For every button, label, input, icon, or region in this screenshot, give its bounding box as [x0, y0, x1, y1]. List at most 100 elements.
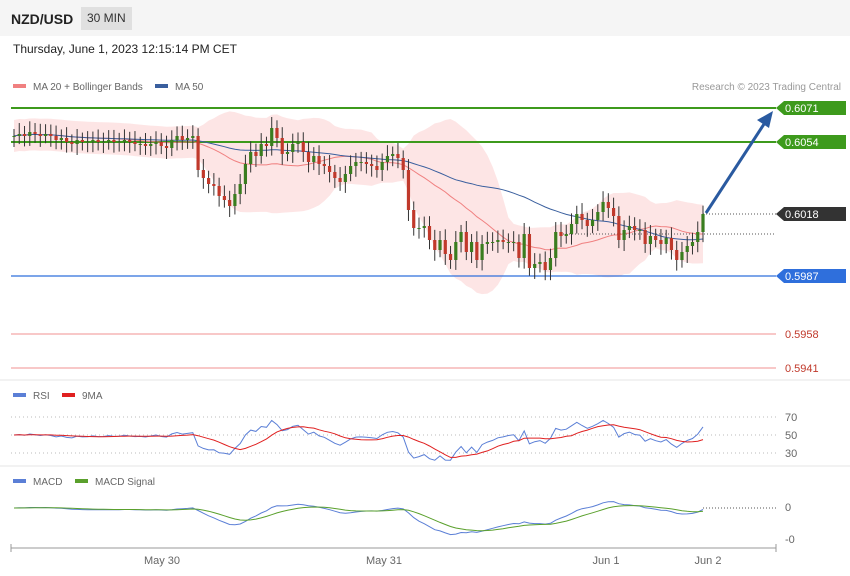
candle-body	[611, 208, 616, 216]
candle-body	[80, 140, 84, 142]
macd-line	[13, 501, 704, 536]
rsi-ma-legend-label: 9MA	[82, 391, 103, 402]
candle-body	[28, 132, 32, 136]
candle-body	[569, 224, 574, 234]
candle	[238, 174, 242, 205]
level-tag-1	[776, 135, 846, 149]
candle	[180, 125, 184, 150]
ma20-legend-label: MA 20 + Bollinger Bands	[33, 82, 143, 93]
candle-body	[512, 242, 516, 243]
candle-body	[333, 172, 337, 178]
candle-body	[491, 242, 495, 243]
copyright-text: Research © 2023 Trading Central	[692, 82, 841, 93]
candle-body	[349, 166, 353, 174]
candle-body	[485, 242, 489, 244]
candle-body	[433, 240, 437, 250]
candle	[522, 223, 526, 269]
candle	[501, 229, 505, 250]
candle	[143, 133, 148, 155]
candle	[222, 185, 226, 208]
candle	[643, 222, 647, 253]
ma50-legend-swatch	[155, 84, 168, 88]
candle	[385, 145, 390, 171]
candle	[164, 135, 169, 159]
forecast-arrow-head	[757, 111, 773, 128]
candle	[538, 253, 542, 273]
candle-body	[590, 220, 595, 226]
timeframe-button[interactable]: 30 MIN	[81, 7, 132, 30]
candle	[322, 156, 326, 175]
macd-legend-label: MACD	[33, 477, 62, 488]
candle	[49, 124, 53, 147]
candle-body	[469, 242, 474, 252]
candle-body	[659, 240, 663, 244]
candle-body	[128, 140, 132, 142]
level-label-5: 0.5941	[785, 363, 819, 375]
candle-body	[133, 142, 137, 144]
candle	[370, 154, 374, 177]
candle	[406, 159, 411, 221]
candle	[590, 209, 595, 234]
candle-body	[370, 164, 374, 166]
level-label-1: 0.6054	[785, 137, 819, 149]
candle	[475, 231, 479, 269]
candle-body	[622, 230, 626, 240]
candle-body	[17, 134, 21, 136]
candle-body	[322, 164, 326, 166]
candle	[138, 136, 142, 155]
candle	[317, 145, 321, 175]
candle-body	[264, 144, 269, 146]
forecast-arrow	[704, 120, 768, 214]
candle	[638, 219, 642, 240]
candle-body	[138, 144, 142, 145]
candle-body	[675, 250, 679, 260]
candle	[401, 150, 405, 179]
candle	[128, 131, 132, 153]
candle	[654, 228, 658, 248]
candle	[659, 229, 663, 255]
candle	[291, 133, 295, 163]
candle-body	[49, 134, 53, 136]
candle-body	[680, 252, 684, 260]
candle	[412, 201, 416, 236]
candle	[627, 215, 631, 239]
candle-body	[596, 212, 600, 220]
candle	[648, 225, 653, 255]
level-tag-3	[776, 269, 846, 283]
current-price-tag	[776, 207, 846, 221]
candle-body	[306, 152, 311, 162]
candle	[17, 123, 21, 145]
candle-body	[91, 140, 95, 142]
candle-body	[222, 196, 226, 200]
candle-body	[475, 242, 479, 260]
candle	[275, 120, 279, 148]
candle	[285, 143, 290, 162]
candle	[64, 127, 69, 153]
candle-body	[96, 140, 100, 142]
macd-tick-label: 0	[785, 502, 791, 514]
candle-body	[275, 128, 279, 138]
rsi-tick-label: 30	[785, 448, 797, 460]
candle	[70, 134, 74, 152]
candle-body	[64, 138, 69, 142]
candle-body	[527, 234, 532, 268]
candles	[12, 117, 705, 281]
macd-tick-label: -0	[785, 534, 795, 546]
candle-body	[501, 240, 505, 242]
candle-body	[259, 144, 263, 156]
candle	[533, 253, 537, 279]
candle-body	[496, 240, 500, 242]
candle	[496, 230, 500, 253]
candle	[201, 159, 205, 189]
candle	[433, 229, 437, 261]
candle	[611, 197, 616, 227]
x-tick-label: Jun 2	[695, 555, 722, 567]
macd-signal-legend-swatch	[75, 479, 88, 483]
candle	[38, 123, 42, 147]
candle	[696, 221, 700, 253]
candle	[33, 123, 37, 143]
candle	[427, 216, 432, 250]
candle	[249, 141, 253, 173]
x-tick-label: May 30	[144, 555, 180, 567]
candle	[112, 129, 116, 153]
